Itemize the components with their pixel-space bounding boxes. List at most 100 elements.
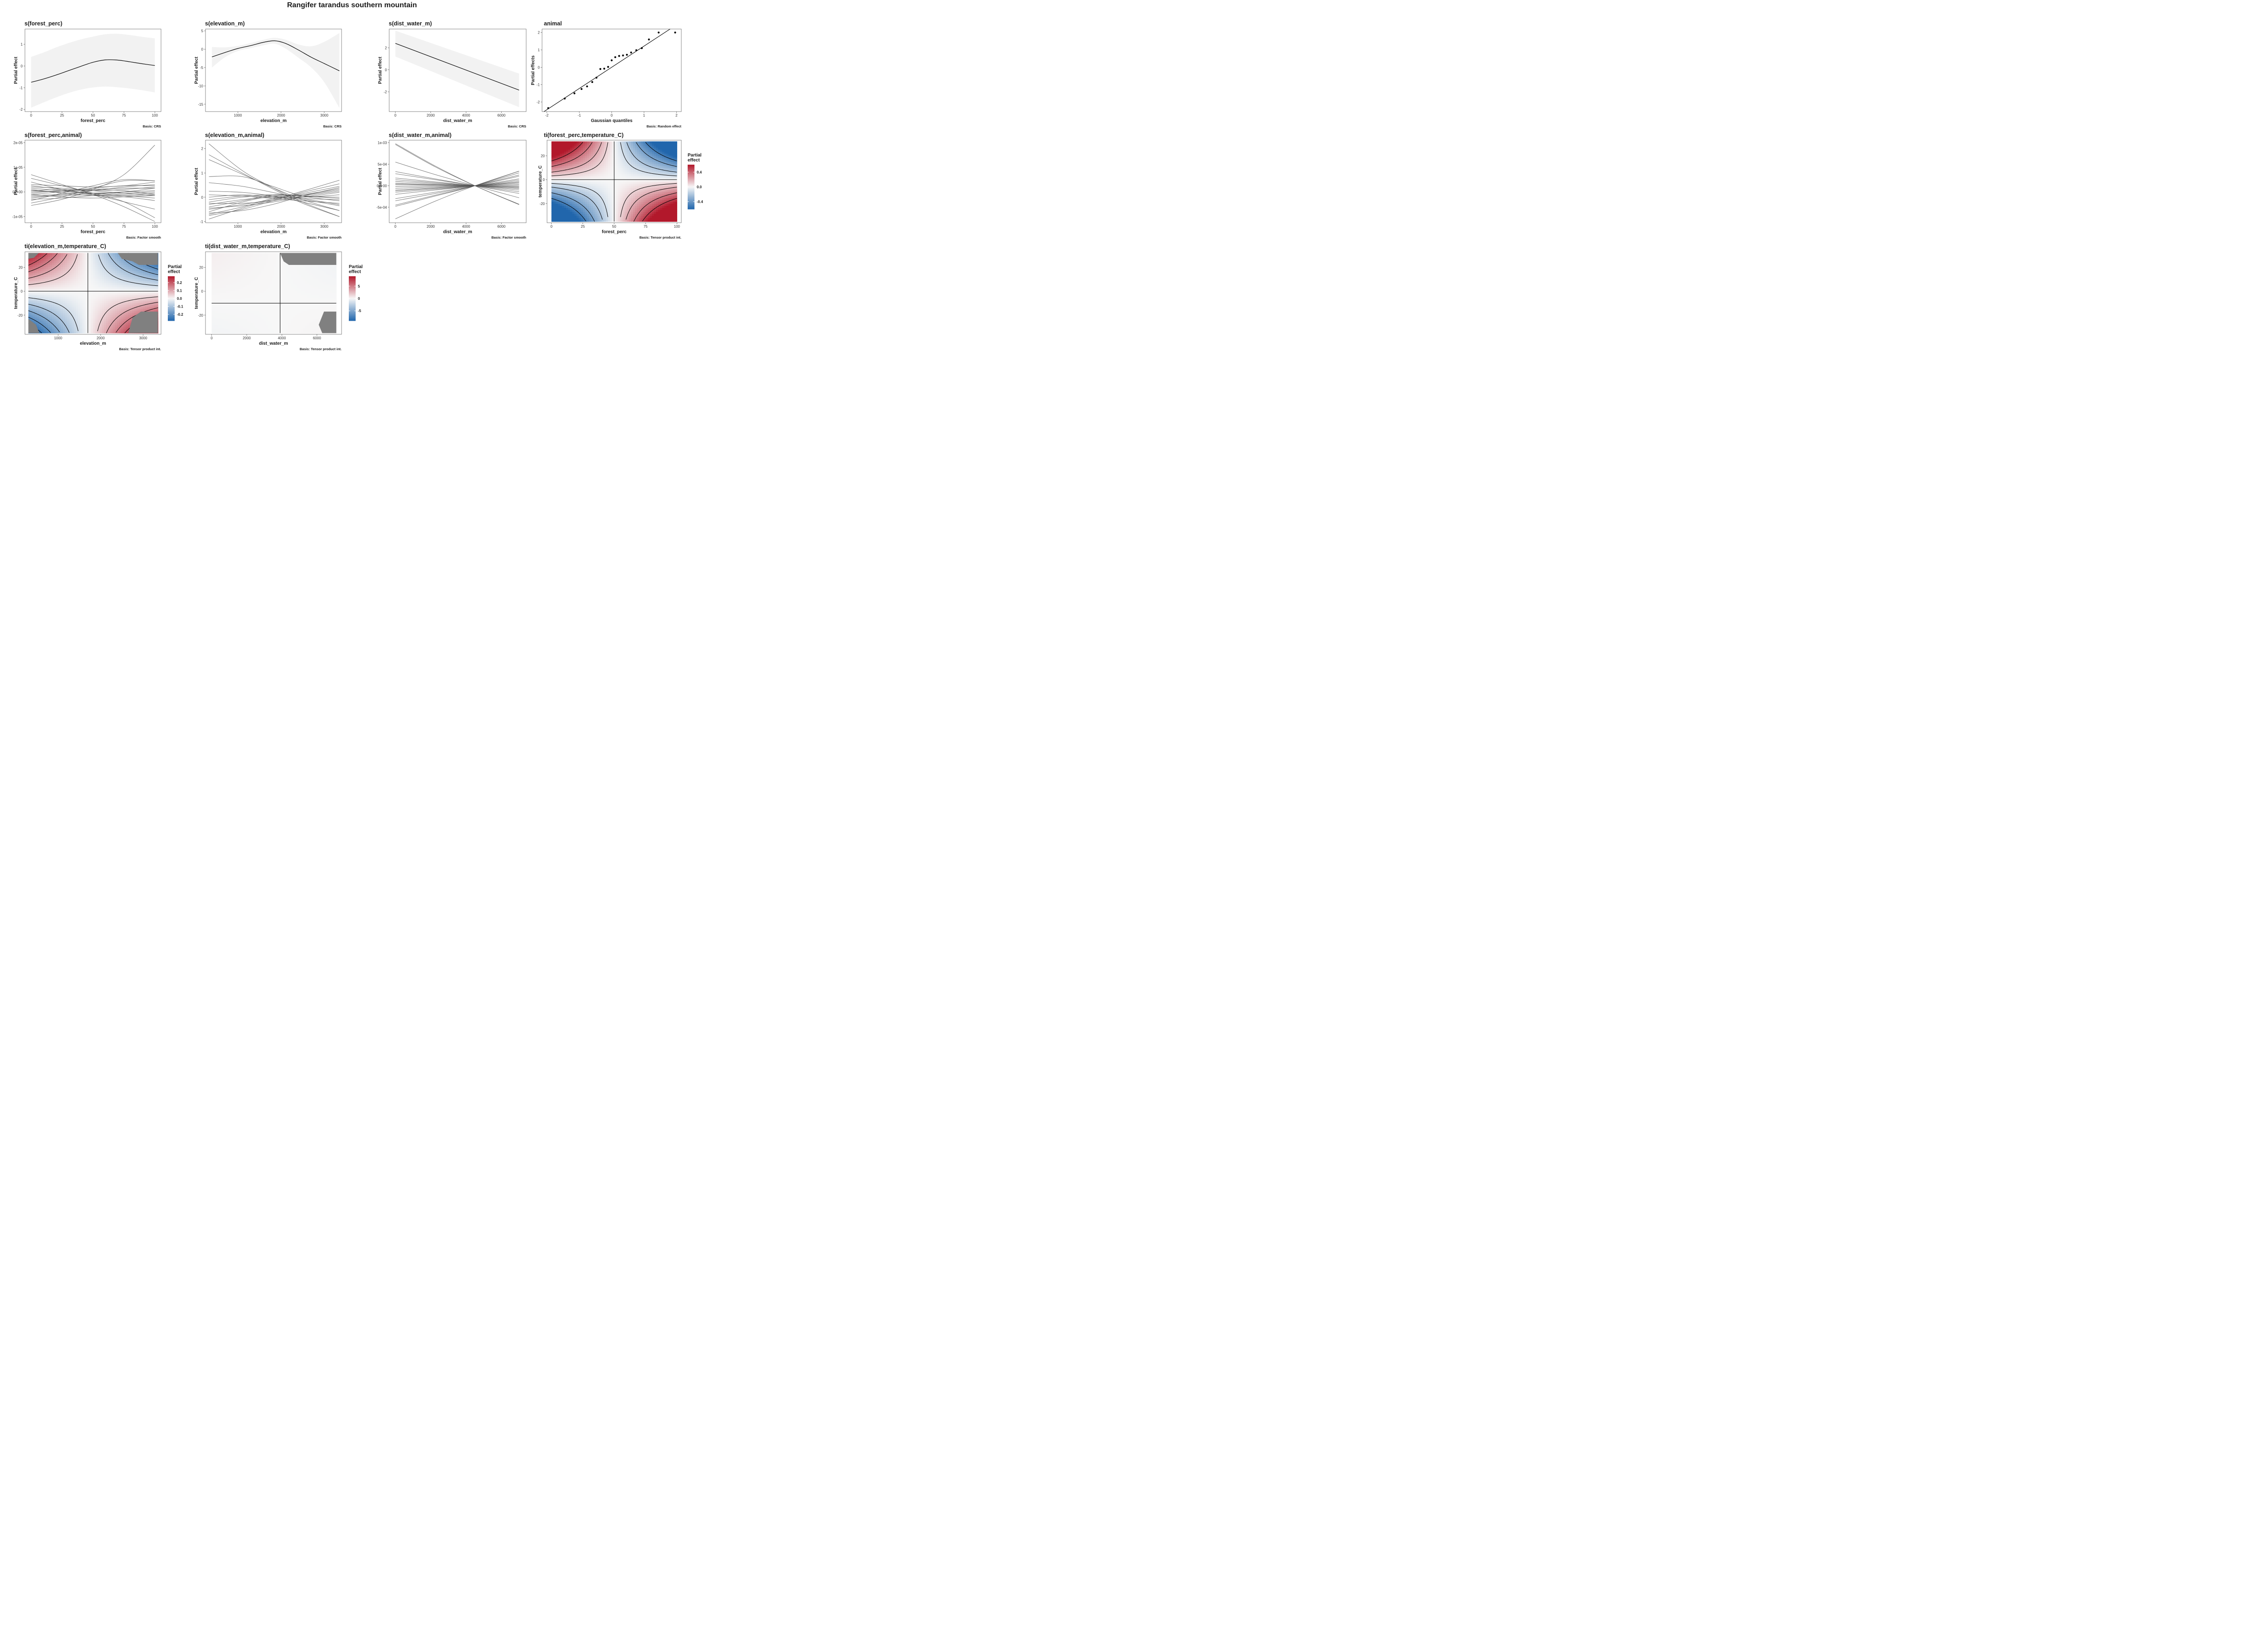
heatmap-tile (84, 323, 87, 326)
heatmap-tile (647, 153, 650, 156)
heatmap-tile (639, 179, 642, 182)
heatmap-tile (626, 149, 629, 152)
heatmap-tile (39, 293, 42, 296)
heatmap-tile (585, 213, 587, 216)
heatmap-tile (28, 273, 31, 275)
heatmap-tile (117, 305, 120, 308)
heatmap-tile (566, 211, 569, 214)
heatmap-tile (639, 149, 642, 152)
heatmap-tile (125, 275, 128, 278)
heatmap-tile (78, 305, 81, 308)
heatmap-tile (589, 157, 591, 160)
heatmap-tile (99, 293, 103, 296)
heatmap-tile (664, 217, 667, 220)
heatmap-tile (629, 215, 631, 218)
heatmap-tile (673, 217, 675, 220)
heatmap-tile (654, 157, 656, 160)
heatmap-tile (572, 147, 575, 150)
heatmap-tile (666, 151, 669, 154)
heatmap-tile (93, 291, 96, 293)
heatmap-tile (28, 289, 31, 292)
heatmap-tile (566, 143, 569, 146)
heatmap-tile (643, 197, 646, 200)
heatmap-tile (651, 143, 655, 146)
heatmap-tile (666, 157, 669, 160)
heatmap-tile (658, 205, 661, 208)
heatmap-tile (582, 167, 586, 170)
heatmap-tile (69, 281, 72, 284)
heatmap-tile (82, 271, 85, 274)
heatmap-tile (65, 271, 68, 274)
heatmap-tile (658, 147, 661, 150)
heatmap-tile (581, 215, 583, 218)
heatmap-tile (603, 207, 606, 210)
heatmap-tile (127, 267, 131, 269)
heatmap-tile (43, 313, 46, 316)
heatmap-tile (73, 311, 76, 313)
heatmap-tile (39, 267, 42, 269)
heatmap-tile (664, 147, 667, 150)
heatmap-tile (581, 151, 583, 154)
heatmap-tile (641, 143, 644, 146)
heatmap-tile (60, 279, 64, 282)
heatmap-tile (39, 287, 42, 289)
heatmap-tile (599, 177, 602, 180)
x-tick-label: 6000 (498, 225, 506, 229)
heatmap-tile (568, 205, 571, 208)
heatmap-tile (34, 287, 38, 289)
heatmap-tile (91, 301, 94, 303)
heatmap-tile (95, 299, 98, 302)
heatmap-tile (601, 173, 604, 176)
heatmap-tile (119, 285, 122, 288)
heatmap-tile (37, 255, 39, 258)
heatmap-tile (130, 297, 132, 299)
heatmap-tile (143, 281, 146, 284)
heatmap-tile (551, 177, 554, 180)
heatmap-tile (134, 277, 137, 279)
heatmap-tile (593, 145, 596, 148)
colorbar-step (688, 181, 694, 183)
heatmap-tile (670, 197, 673, 200)
heatmap-tile (658, 155, 661, 158)
heatmap-tile (666, 181, 669, 184)
heatmap-tile (570, 213, 573, 216)
heatmap-tile (60, 321, 64, 323)
heatmap-tile (658, 193, 661, 196)
heatmap-tile (34, 309, 38, 312)
heatmap-tile (50, 313, 53, 316)
heatmap-tile (578, 211, 581, 214)
heatmap-tile (145, 297, 148, 299)
heatmap-tile (30, 279, 33, 282)
heatmap-tile (65, 309, 68, 312)
heatmap-tile (99, 265, 103, 268)
heatmap-tile (614, 207, 617, 210)
heatmap-tile (52, 321, 55, 323)
heatmap-tile (618, 151, 621, 154)
heatmap-tile (658, 151, 661, 154)
heatmap-tile (119, 261, 122, 264)
heatmap-tile (629, 187, 631, 190)
heatmap-tile (637, 193, 640, 196)
heatmap-tile (593, 141, 596, 144)
heatmap-tile (555, 155, 558, 158)
heatmap-tile (610, 199, 612, 202)
heatmap-tile (625, 195, 627, 198)
heatmap-tile (629, 155, 631, 158)
heatmap-tile (662, 185, 665, 188)
heatmap-tile (662, 209, 665, 212)
heatmap-tile (591, 209, 594, 212)
heatmap-tile (593, 157, 596, 160)
heatmap-tile (112, 315, 115, 318)
x-tick-label: 0 (394, 113, 396, 117)
heatmap-tile (564, 153, 567, 156)
heatmap-tile (581, 181, 583, 184)
heatmap-tile (73, 293, 76, 296)
heatmap-tile (106, 301, 109, 303)
heatmap-tile (557, 171, 560, 174)
heatmap-tile (98, 299, 100, 302)
heatmap-tile (138, 281, 141, 284)
heatmap-tile (568, 159, 571, 162)
heatmap-tile (48, 287, 50, 289)
heatmap-tile (629, 157, 631, 160)
heatmap-tile (643, 145, 646, 148)
